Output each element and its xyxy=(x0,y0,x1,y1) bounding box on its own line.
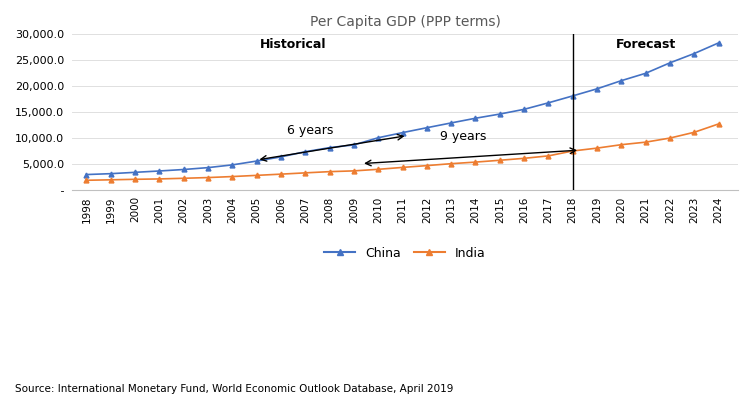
China xyxy=(300,149,309,154)
China xyxy=(471,116,480,121)
Title: Per Capita GDP (PPP terms): Per Capita GDP (PPP terms) xyxy=(309,15,501,29)
India xyxy=(276,172,285,177)
Text: Forecast: Forecast xyxy=(615,39,675,51)
China xyxy=(714,41,723,45)
China xyxy=(666,60,675,65)
China xyxy=(179,167,188,172)
India xyxy=(617,142,626,147)
India xyxy=(325,169,334,174)
China xyxy=(690,51,699,56)
India xyxy=(373,167,383,172)
Text: Source: International Monetary Fund, World Economic Outlook Database, April 2019: Source: International Monetary Fund, Wor… xyxy=(15,384,453,394)
China xyxy=(155,169,164,174)
China xyxy=(228,162,237,167)
Line: China: China xyxy=(84,41,721,177)
China xyxy=(398,130,407,135)
India xyxy=(447,161,456,166)
China xyxy=(495,112,505,117)
India xyxy=(690,130,699,135)
China xyxy=(349,142,358,147)
China xyxy=(203,165,212,170)
India xyxy=(666,136,675,140)
China xyxy=(276,154,285,159)
India xyxy=(130,177,139,182)
India xyxy=(300,170,309,175)
Legend: China, India: China, India xyxy=(319,242,491,265)
China xyxy=(422,125,431,130)
India xyxy=(495,158,505,163)
Text: 9 years: 9 years xyxy=(440,131,486,143)
China xyxy=(569,94,578,98)
China xyxy=(617,78,626,83)
India xyxy=(252,173,261,178)
India xyxy=(593,146,602,150)
India xyxy=(203,175,212,180)
India xyxy=(106,178,115,182)
China xyxy=(130,170,139,175)
India xyxy=(422,163,431,168)
India xyxy=(155,177,164,181)
China xyxy=(544,100,553,105)
India xyxy=(82,178,91,183)
Text: 6 years: 6 years xyxy=(287,124,334,137)
China xyxy=(593,86,602,91)
China xyxy=(106,171,115,176)
India xyxy=(520,156,529,161)
India xyxy=(349,168,358,173)
India xyxy=(179,176,188,181)
China xyxy=(373,135,383,140)
India xyxy=(569,148,578,153)
China xyxy=(447,121,456,125)
China xyxy=(325,145,334,150)
India xyxy=(641,140,650,144)
India xyxy=(544,154,553,158)
India xyxy=(398,165,407,170)
China xyxy=(641,71,650,76)
India xyxy=(471,160,480,164)
India xyxy=(228,174,237,179)
China xyxy=(252,159,261,164)
China xyxy=(82,172,91,177)
India xyxy=(714,121,723,126)
China xyxy=(520,107,529,112)
Text: Historical: Historical xyxy=(260,39,326,51)
Line: India: India xyxy=(84,121,721,183)
